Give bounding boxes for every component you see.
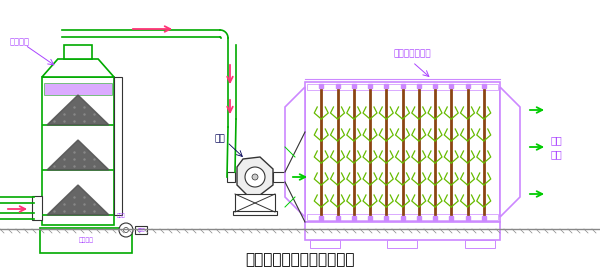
- Circle shape: [124, 227, 128, 233]
- Bar: [387, 240, 417, 248]
- Bar: [32, 196, 42, 220]
- Bar: [310, 240, 340, 248]
- Polygon shape: [47, 185, 109, 215]
- Bar: [227, 172, 235, 182]
- Text: 紫外光除臭设备: 紫外光除臭设备: [394, 50, 431, 58]
- Bar: [307, 214, 498, 220]
- Bar: [44, 83, 112, 95]
- Polygon shape: [42, 59, 114, 77]
- Bar: [114, 77, 122, 215]
- Polygon shape: [47, 140, 109, 170]
- Bar: [305, 222, 500, 240]
- Bar: [235, 194, 275, 212]
- Text: 循环泵: 循环泵: [137, 228, 145, 232]
- Polygon shape: [285, 87, 305, 217]
- Bar: [307, 84, 498, 90]
- Bar: [42, 77, 114, 225]
- Bar: [465, 240, 495, 248]
- Polygon shape: [47, 95, 109, 125]
- Polygon shape: [237, 157, 273, 195]
- Text: 旋流板塔: 旋流板塔: [10, 38, 30, 47]
- Bar: [40, 228, 132, 253]
- Text: 漆包线废气处理方案工艺图: 漆包线废气处理方案工艺图: [245, 252, 355, 267]
- Circle shape: [252, 174, 258, 180]
- Bar: [305, 82, 500, 222]
- Text: 风机: 风机: [215, 134, 226, 144]
- Text: 循环水池: 循环水池: [79, 238, 94, 243]
- Bar: [233, 211, 277, 215]
- Bar: [64, 45, 92, 59]
- Circle shape: [119, 223, 133, 237]
- Bar: [273, 172, 285, 182]
- Polygon shape: [500, 87, 520, 217]
- Text: 循环泵: 循环泵: [117, 212, 125, 218]
- Text: 达标
排放: 达标 排放: [551, 135, 563, 159]
- Bar: [135, 226, 147, 234]
- Circle shape: [245, 167, 265, 187]
